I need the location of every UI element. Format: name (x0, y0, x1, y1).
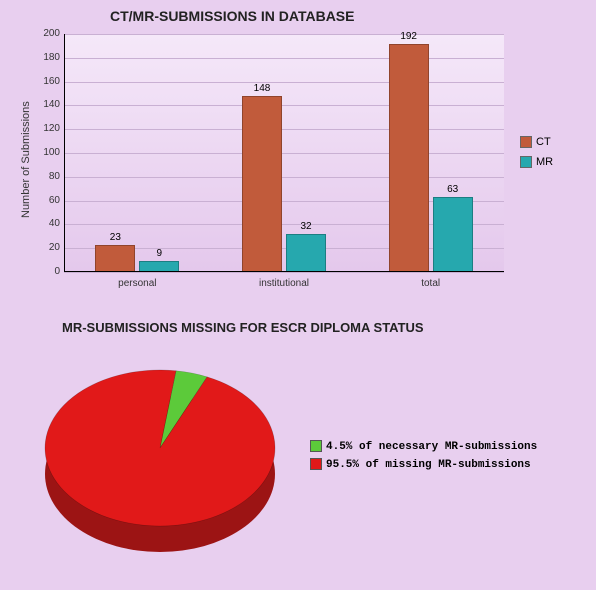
x-axis-line (64, 271, 504, 272)
bar-MR-total (433, 197, 473, 272)
bar-value-label: 148 (242, 83, 282, 94)
bar-chart-bars: 23 9 148 32 192 63 (64, 34, 504, 272)
pie-chart-title: MR-SUBMISSIONS MISSING FOR ESCR DIPLOMA … (62, 320, 424, 335)
ytick-label: 0 (32, 266, 60, 277)
bar-chart-title: CT/MR-SUBMISSIONS IN DATABASE (110, 8, 354, 24)
ytick-label: 80 (32, 171, 60, 182)
pie-slice (45, 370, 275, 526)
bar-CT-personal (95, 245, 135, 272)
bar-MR-institutional (286, 234, 326, 272)
ytick-label: 140 (32, 99, 60, 110)
pie-legend-1: 95.5% of missing MR-submissions (310, 458, 531, 471)
bar-CT-total (389, 44, 429, 272)
bar-CT-institutional (242, 96, 282, 272)
gridline (64, 272, 504, 273)
bar-value-label: 63 (433, 184, 473, 195)
legend-mr: MR (520, 156, 553, 168)
ytick-label: 200 (32, 28, 60, 39)
pie-legend-label-1: 95.5% of missing MR-submissions (326, 459, 531, 471)
pie-svg (30, 348, 290, 578)
bar-value-label: 192 (389, 31, 429, 42)
bar-chart: CT/MR-SUBMISSIONS IN DATABASE 23 9 148 32 19… (0, 0, 596, 310)
pie-legend-swatch-0 (310, 440, 322, 452)
legend-label-mr: MR (536, 156, 553, 168)
bar-value-label: 32 (286, 221, 326, 232)
pie-chart-plot (30, 348, 290, 578)
xtick-label: total (381, 278, 481, 289)
bar-value-label: 23 (95, 232, 135, 243)
pie-legend-label-0: 4.5% of necessary MR-submissions (326, 441, 537, 453)
legend-ct: CT (520, 136, 551, 148)
xtick-label: personal (87, 278, 187, 289)
ytick-label: 180 (32, 52, 60, 63)
ytick-label: 100 (32, 147, 60, 158)
pie-chart: MR-SUBMISSIONS MISSING FOR ESCR DIPLOMA … (0, 320, 596, 590)
legend-swatch-mr (520, 156, 532, 168)
bar-chart-ylabel: Number of Submissions (20, 101, 32, 218)
ytick-label: 120 (32, 123, 60, 134)
bar-value-label: 9 (139, 248, 179, 259)
ytick-label: 20 (32, 242, 60, 253)
legend-swatch-ct (520, 136, 532, 148)
ytick-label: 160 (32, 76, 60, 87)
ytick-label: 40 (32, 218, 60, 229)
legend-label-ct: CT (536, 136, 551, 148)
ytick-label: 60 (32, 195, 60, 206)
pie-legend-0: 4.5% of necessary MR-submissions (310, 440, 537, 453)
y-axis-line (64, 34, 65, 272)
xtick-label: institutional (234, 278, 334, 289)
bar-chart-plot-area: 23 9 148 32 192 63 (64, 34, 504, 272)
pie-legend-swatch-1 (310, 458, 322, 470)
